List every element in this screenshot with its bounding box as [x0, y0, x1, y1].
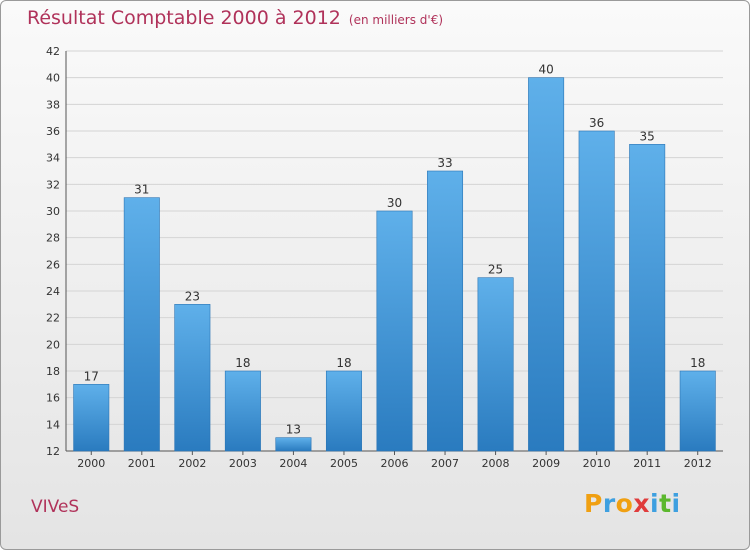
data-label-2006: 30 — [387, 196, 402, 210]
y-tick-label: 38 — [46, 98, 60, 111]
chart-title: Résultat Comptable 2000 à 2012 (en millie… — [27, 7, 443, 29]
x-tick-label-2005: 2005 — [330, 457, 358, 470]
x-tick-label-2004: 2004 — [279, 457, 307, 470]
y-tick-label: 12 — [46, 445, 60, 458]
logo-letter: t — [659, 489, 672, 518]
data-label-2005: 18 — [336, 356, 351, 370]
value-labels: 17 31 23 18 13 18 30 33 25 40 36 35 18 — [84, 63, 706, 437]
y-tick-label: 20 — [46, 338, 60, 351]
x-tick-label-2009: 2009 — [532, 457, 560, 470]
bars — [73, 77, 716, 452]
y-tick-label: 42 — [46, 45, 60, 58]
y-tick-label: 24 — [46, 285, 60, 298]
y-tick-label: 26 — [46, 258, 60, 271]
data-label-2003: 18 — [235, 356, 250, 370]
bar-2007 — [427, 170, 464, 452]
bar-2012 — [679, 370, 716, 452]
data-label-2008: 25 — [488, 263, 503, 277]
x-tick-label-2010: 2010 — [583, 457, 611, 470]
y-tick-label: 28 — [46, 232, 60, 245]
data-label-2007: 33 — [437, 156, 452, 170]
bar-2002 — [174, 304, 211, 452]
logo-letter: x — [633, 489, 650, 518]
chart-subtitle: (en milliers d'€) — [348, 13, 444, 27]
bar-2006 — [376, 210, 413, 452]
data-label-2002: 23 — [185, 289, 200, 303]
bar-2000 — [73, 384, 110, 452]
town-name: VIVeS — [31, 497, 80, 517]
axes: 12 14 16 18 20 22 24 26 28 30 32 34 36 38 40 42 2000 2001… — [46, 45, 723, 470]
bar-2001 — [123, 197, 160, 452]
logo-letter: i — [671, 489, 681, 518]
logo-letter: o — [615, 489, 634, 518]
logo-letter: P — [584, 489, 603, 518]
y-tick-label: 34 — [46, 152, 60, 165]
y-tick-label: 22 — [46, 312, 60, 325]
x-tick-label-2002: 2002 — [178, 457, 206, 470]
x-tick-label-2008: 2008 — [482, 457, 510, 470]
y-tick-label: 18 — [46, 365, 60, 378]
y-tick-label: 14 — [46, 418, 60, 431]
data-label-2004: 13 — [286, 423, 301, 437]
y-tick-label: 36 — [46, 125, 60, 138]
bar-2003 — [224, 370, 261, 452]
chart-title-text: Résultat Comptable 2000 à 2012 — [27, 7, 341, 29]
bar-2010 — [578, 130, 615, 452]
x-tick-label-2000: 2000 — [77, 457, 105, 470]
x-tick-label-2012: 2012 — [684, 457, 712, 470]
logo-letter: i — [650, 489, 660, 518]
x-tick-label-2011: 2011 — [633, 457, 661, 470]
y-tick-label: 32 — [46, 178, 60, 191]
data-label-2000: 17 — [84, 369, 99, 383]
x-tick-label-2006: 2006 — [381, 457, 409, 470]
x-tick-label-2003: 2003 — [229, 457, 257, 470]
y-tick-label: 40 — [46, 72, 60, 85]
bar-2011 — [629, 144, 666, 452]
logo-letter: r — [602, 489, 616, 518]
bar-2004 — [275, 437, 312, 452]
y-tick-label: 30 — [46, 205, 60, 218]
x-tick-label-2001: 2001 — [128, 457, 156, 470]
data-label-2009: 40 — [538, 63, 553, 77]
data-label-2010: 36 — [589, 116, 604, 130]
data-label-2011: 35 — [640, 129, 655, 143]
bar-2005 — [325, 370, 362, 452]
y-tick-label: 16 — [46, 392, 60, 405]
bar-2008 — [477, 277, 514, 452]
data-label-2001: 31 — [134, 183, 149, 197]
data-label-2012: 18 — [690, 356, 705, 370]
bar-2009 — [528, 77, 565, 452]
x-tick-label-2007: 2007 — [431, 457, 459, 470]
proxiti-logo[interactable]: Proxiti — [584, 489, 681, 518]
